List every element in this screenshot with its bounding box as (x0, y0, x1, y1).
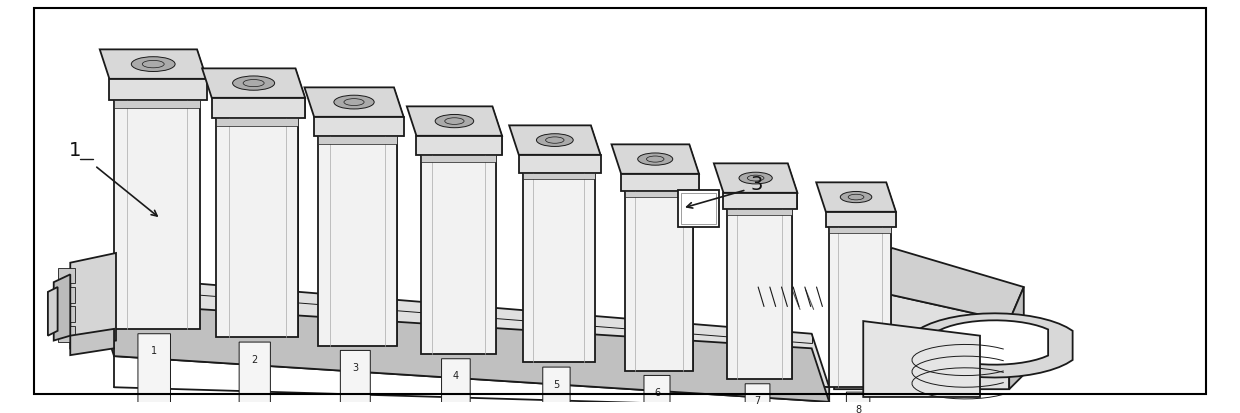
Polygon shape (745, 384, 770, 413)
Text: 3: 3 (352, 363, 358, 373)
Polygon shape (407, 107, 502, 136)
Polygon shape (216, 119, 299, 337)
Text: 4: 4 (453, 371, 459, 381)
Polygon shape (683, 161, 693, 370)
Text: 8: 8 (856, 405, 861, 413)
Text: 6: 6 (653, 388, 660, 398)
Polygon shape (929, 320, 1048, 365)
Polygon shape (782, 180, 792, 379)
Polygon shape (114, 329, 830, 402)
Polygon shape (197, 50, 207, 100)
Polygon shape (109, 79, 207, 100)
Polygon shape (585, 143, 595, 362)
Text: 1: 1 (69, 141, 82, 160)
Polygon shape (57, 287, 76, 303)
Polygon shape (57, 326, 76, 342)
Ellipse shape (841, 192, 872, 203)
Polygon shape (97, 303, 830, 402)
Polygon shape (319, 136, 397, 144)
Polygon shape (319, 136, 397, 346)
Polygon shape (816, 183, 895, 212)
Polygon shape (97, 275, 830, 387)
Ellipse shape (739, 172, 773, 184)
Ellipse shape (435, 114, 474, 128)
Polygon shape (202, 69, 305, 98)
Ellipse shape (131, 57, 175, 71)
Polygon shape (847, 392, 869, 413)
Polygon shape (190, 71, 200, 329)
Polygon shape (863, 321, 980, 397)
Polygon shape (486, 125, 496, 354)
Text: 3: 3 (750, 176, 763, 195)
Polygon shape (689, 145, 699, 191)
Polygon shape (1009, 287, 1024, 389)
Polygon shape (420, 154, 496, 354)
Ellipse shape (637, 153, 673, 165)
Polygon shape (727, 209, 792, 379)
Polygon shape (239, 342, 270, 413)
Polygon shape (417, 136, 502, 154)
Polygon shape (71, 253, 117, 348)
Polygon shape (99, 50, 207, 79)
Polygon shape (727, 209, 792, 215)
Polygon shape (71, 329, 114, 355)
Polygon shape (57, 306, 76, 322)
Polygon shape (826, 212, 895, 227)
Text: 5: 5 (553, 380, 559, 389)
Polygon shape (138, 334, 170, 413)
Polygon shape (57, 268, 76, 283)
Polygon shape (835, 282, 1009, 389)
Polygon shape (114, 100, 200, 329)
Ellipse shape (334, 95, 374, 109)
Polygon shape (591, 126, 600, 173)
Polygon shape (48, 287, 57, 336)
Text: 7: 7 (754, 396, 760, 406)
Polygon shape (714, 164, 797, 193)
Polygon shape (394, 88, 403, 136)
Polygon shape (644, 375, 670, 413)
Polygon shape (340, 350, 371, 413)
Polygon shape (314, 117, 403, 136)
Ellipse shape (537, 134, 573, 147)
Polygon shape (295, 69, 305, 119)
Polygon shape (625, 191, 693, 370)
Polygon shape (53, 274, 71, 341)
Polygon shape (611, 145, 699, 174)
Polygon shape (523, 173, 595, 179)
Polygon shape (289, 89, 299, 337)
Polygon shape (212, 98, 305, 119)
Text: 1: 1 (151, 346, 157, 356)
Polygon shape (305, 88, 403, 117)
Polygon shape (625, 191, 693, 197)
Polygon shape (830, 227, 890, 387)
Polygon shape (835, 248, 1024, 321)
Polygon shape (518, 155, 600, 173)
Text: 2: 2 (252, 355, 258, 365)
Polygon shape (887, 183, 895, 227)
Polygon shape (678, 190, 719, 227)
Polygon shape (216, 119, 299, 126)
Polygon shape (114, 100, 200, 108)
Polygon shape (882, 198, 890, 387)
Polygon shape (621, 174, 699, 191)
Polygon shape (787, 164, 797, 209)
Polygon shape (420, 154, 496, 161)
Polygon shape (441, 359, 470, 413)
Polygon shape (510, 126, 600, 155)
Polygon shape (523, 173, 595, 362)
Polygon shape (908, 313, 1073, 377)
Polygon shape (723, 193, 797, 209)
Polygon shape (388, 107, 397, 346)
Polygon shape (543, 367, 570, 413)
Ellipse shape (233, 76, 274, 90)
Polygon shape (492, 107, 502, 154)
Polygon shape (830, 227, 890, 233)
